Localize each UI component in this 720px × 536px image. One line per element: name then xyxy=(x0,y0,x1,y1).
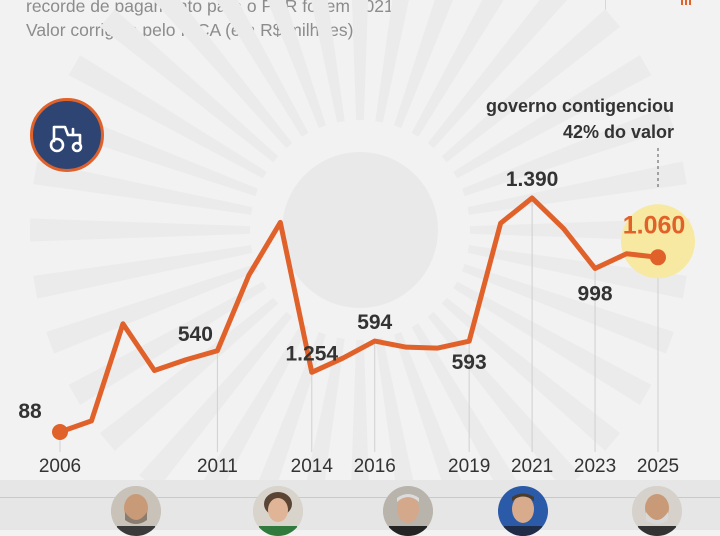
temer-portrait xyxy=(383,486,433,536)
sunburst-ray xyxy=(311,0,345,123)
subtitle-line-1: recorde de pagamento para o PSR foi em 2… xyxy=(26,0,399,16)
value-label-2021: 1.390 xyxy=(506,168,559,191)
sunburst-ray xyxy=(46,263,259,354)
annotation-line-2: 42% do valor xyxy=(563,122,674,142)
payments-series-line xyxy=(57,195,661,435)
value-label-2006: 88 xyxy=(18,400,42,423)
dilma-portrait xyxy=(253,486,303,536)
sunburst-ray xyxy=(427,0,568,149)
sunburst-ray xyxy=(375,337,414,480)
sunburst-ray xyxy=(461,263,674,354)
sunburst-ray xyxy=(139,311,293,480)
x-tick-2006: 2006 xyxy=(39,456,81,477)
brand-logo-icon xyxy=(681,0,691,5)
decorative-sunburst xyxy=(30,0,690,480)
sunburst-ray xyxy=(441,9,621,163)
sunburst-ray xyxy=(467,245,687,299)
point-marker-2006 xyxy=(52,424,68,440)
sunburst-ray xyxy=(461,106,674,197)
sunburst-ray xyxy=(453,281,652,405)
sunburst-ray xyxy=(411,323,517,480)
line-chart: 88 540 1.254 594 593 1.390 998 1.060 2006 2011 20… xyxy=(18,0,695,480)
x-tick-2023: 2023 xyxy=(574,456,616,477)
lula-portrait xyxy=(111,486,161,536)
sunburst-ray xyxy=(99,297,279,451)
sunburst-ray xyxy=(30,218,251,242)
sunburst-ray xyxy=(33,161,253,215)
sunburst-ray xyxy=(411,0,504,137)
sunburst-ray xyxy=(441,297,621,451)
sunburst-ray xyxy=(351,339,369,480)
sunburst-core xyxy=(282,152,438,308)
year-gridlines xyxy=(59,198,659,452)
value-label-2019: 593 xyxy=(452,351,487,374)
sunburst-ray xyxy=(33,245,253,299)
sunburst-ray xyxy=(216,0,309,137)
x-tick-2025: 2025 xyxy=(637,456,679,477)
highlight-circle xyxy=(621,204,695,279)
sunburst-ray xyxy=(152,0,293,149)
sunburst-ray xyxy=(467,161,687,215)
value-label-2025: 1.060 xyxy=(623,211,686,239)
x-tick-2016: 2016 xyxy=(354,456,396,477)
sunburst-ray xyxy=(267,0,327,129)
x-tick-2019: 2019 xyxy=(448,456,490,477)
sunburst-ray xyxy=(393,0,453,129)
value-label-2023: 998 xyxy=(578,282,613,305)
sunburst-ray xyxy=(453,55,652,179)
sunburst-ray xyxy=(203,323,309,480)
lula-2023-portrait xyxy=(632,486,682,536)
value-label-2016: 594 xyxy=(357,311,392,334)
sunburst-ray xyxy=(351,0,369,121)
sunburst-ray xyxy=(427,311,581,480)
sunburst-ray xyxy=(99,9,279,163)
sunburst-ray xyxy=(68,55,267,179)
sunburst-ray xyxy=(393,331,462,480)
presidents-strip xyxy=(0,480,720,530)
sunburst-ray xyxy=(68,281,267,405)
tractor-icon xyxy=(49,125,83,153)
sunburst-ray xyxy=(306,337,345,480)
point-marker-2025 xyxy=(650,249,666,266)
tractor-badge xyxy=(30,98,104,172)
bolsonaro-portrait xyxy=(498,486,548,536)
sunburst-ray xyxy=(375,0,409,123)
x-tick-2014: 2014 xyxy=(291,456,334,477)
value-label-2011: 540 xyxy=(178,323,213,346)
strip-divider xyxy=(0,497,720,498)
value-label-2014: 1.254 xyxy=(286,342,339,365)
x-tick-2021: 2021 xyxy=(511,456,553,477)
annotation-line-1: governo contigenciou xyxy=(486,96,674,116)
x-tick-2011: 2011 xyxy=(197,456,238,477)
